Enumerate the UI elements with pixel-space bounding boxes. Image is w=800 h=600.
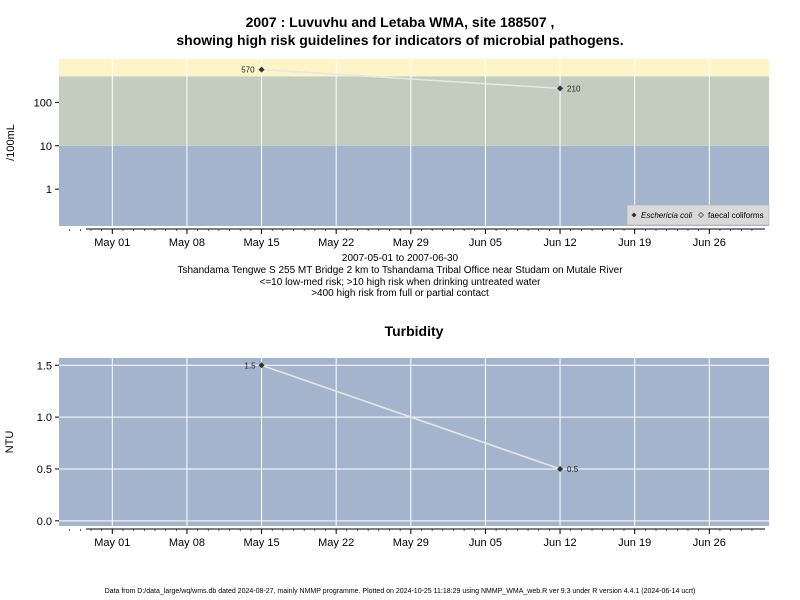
data-label: 210 [567, 84, 581, 93]
ecoli-data-point [258, 66, 265, 73]
legend-box [626, 204, 770, 226]
data-label: 1.5 [244, 361, 256, 370]
x-tick-label: May 01 [94, 237, 130, 249]
y-tick-label: 0.5 [37, 464, 52, 476]
turbidity-data-point [557, 465, 564, 472]
x-tick-label: May 08 [169, 537, 205, 549]
risk-band-3 [59, 59, 769, 77]
chart-title-line1: 2007 : Luvuvhu and Letaba WMA, site 1885… [245, 14, 555, 30]
y-axis-label: /100mL [5, 124, 17, 161]
caption-date-range: 2007-05-01 to 2007-06-30 [341, 253, 459, 264]
x-tick-label: Jun 12 [544, 237, 577, 249]
x-tick-label: Jun 19 [618, 237, 651, 249]
x-tick-label: Jun 26 [693, 537, 726, 549]
caption-risk-drinking: <=10 low-med risk; >10 high risk when dr… [259, 277, 541, 288]
x-tick-label: May 22 [318, 537, 354, 549]
x-tick-label: May 01 [94, 537, 130, 549]
x-tick-label: May 22 [318, 237, 354, 249]
x-tick-label: May 15 [244, 237, 280, 249]
x-tick-label: Jun 05 [469, 237, 502, 249]
x-tick-label: Jun 19 [618, 537, 651, 549]
y-tick-label: 1 [46, 184, 52, 196]
y-axis-label: NTU [4, 431, 16, 454]
ecoli-data-point [557, 85, 564, 92]
footer-note: Data from D:/data_large/wq/wms.db dated … [104, 588, 696, 595]
x-tick-label: May 08 [169, 237, 205, 249]
y-tick-label: 1.0 [37, 412, 52, 424]
risk-band-2 [59, 76, 769, 146]
caption-risk-contact: >400 high risk from full or partial cont… [311, 288, 489, 299]
ecoli-series-line [261, 68, 561, 90]
chart-title-line2: showing high risk guidelines for indicat… [176, 32, 624, 48]
x-tick-label: May 29 [393, 237, 429, 249]
x-tick-label: May 15 [244, 537, 280, 549]
panel-title: Turbidity [385, 323, 444, 339]
legend-ecoli-label: Eschericia coli [641, 211, 692, 220]
x-tick-label: Jun 12 [544, 537, 577, 549]
legend-ecoli-marker [631, 212, 637, 218]
x-tick-label: May 29 [393, 537, 429, 549]
y-tick-label: 1.5 [37, 360, 52, 372]
y-tick-label: 10 [40, 141, 52, 153]
turbidity-series-line [261, 364, 561, 470]
x-tick-label: Jun 05 [469, 537, 502, 549]
legend-faecal-marker [698, 212, 704, 218]
data-label: 0.5 [567, 465, 579, 474]
y-tick-label: 100 [34, 97, 52, 109]
data-label: 570 [241, 66, 255, 75]
turbidity-data-point [258, 362, 265, 369]
x-tick-label: Jun 26 [693, 237, 726, 249]
caption-site: Tshandama Tengwe S 255 MT Bridge 2 km to… [177, 265, 623, 276]
plot-background [59, 358, 769, 526]
legend-faecal-label: faecal coliforms [708, 211, 764, 220]
y-tick-label: 0.0 [37, 516, 52, 528]
